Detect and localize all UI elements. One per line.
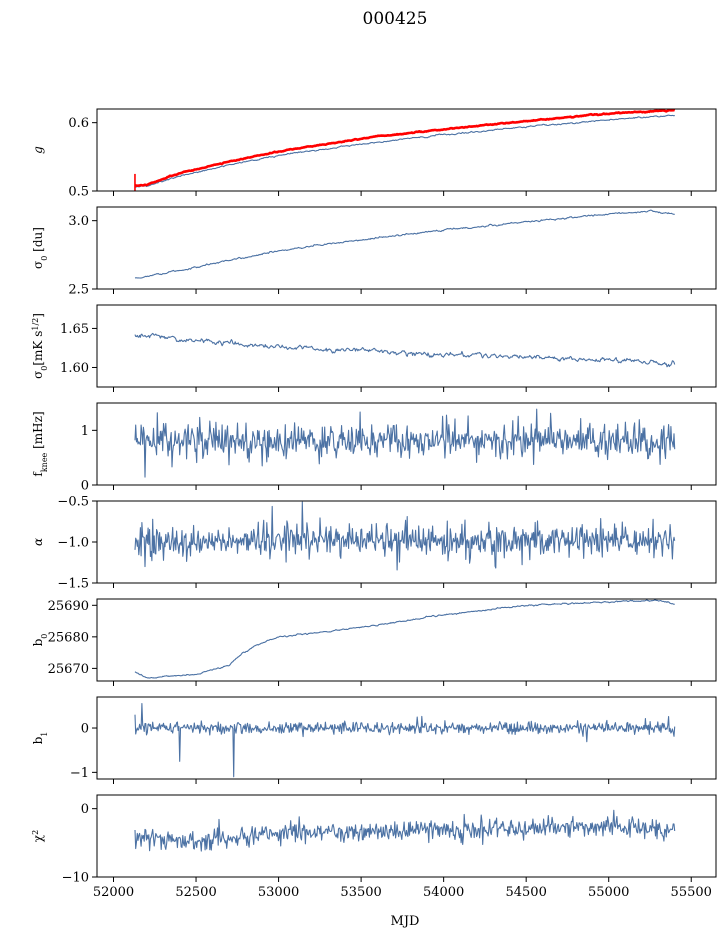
y-tick-label: 1: [81, 424, 89, 439]
y-tick-label: 1.60: [60, 361, 89, 376]
panel-4: 0 1 fknee [mHz]: [31, 402, 717, 494]
panel-1: 0.5 0.6 g: [31, 108, 717, 200]
x-tick-label: 54000: [423, 885, 464, 900]
x-tick-label: 52500: [175, 885, 216, 900]
x-tick-label: 53000: [258, 885, 299, 900]
y-tick-label: −1: [70, 766, 89, 781]
x-axis-label: MJD: [391, 914, 420, 929]
y-tick-label: 25670: [48, 662, 89, 677]
axes-frame: [96, 108, 717, 192]
panel-6: 25670 25680 25690 b0: [31, 598, 717, 686]
panels-group: 0.5 0.6 g 2.5 3.0 σ0 [du] 1.60 1.65 σ0[mK s1/2] 0…: [31, 108, 717, 900]
y-axis-label: σ0[mK s1/2]: [31, 313, 49, 379]
series-line-1: [134, 332, 676, 368]
x-tick-label: 55500: [671, 885, 712, 900]
y-tick-label: 25680: [48, 630, 89, 645]
y-tick-label: 1.65: [60, 322, 89, 337]
series-line-1: [134, 599, 675, 679]
series-line-1: [134, 809, 676, 852]
x-tick-label: 54500: [505, 885, 546, 900]
panel-2: 2.5 3.0 σ0 [du]: [31, 206, 717, 298]
y-axis-label: g: [31, 146, 45, 154]
y-axis-label: b0: [31, 634, 49, 647]
series-line-1: [135, 114, 676, 188]
panel-3: 1.60 1.65 σ0[mK s1/2]: [31, 304, 717, 392]
series-line-2: [134, 109, 676, 187]
axes-frame: [96, 402, 717, 486]
series-line-1: [134, 408, 676, 478]
series-line-1: [134, 209, 675, 279]
panel-5: −1.5 −1.0 −0.5 α: [31, 495, 717, 592]
figure-title: 000425: [363, 9, 428, 29]
y-tick-label: 0.5: [68, 185, 89, 200]
x-tick-label: 53500: [340, 885, 381, 900]
axes-frame: [96, 794, 717, 878]
y-axis-label: σ0 [du]: [31, 227, 49, 269]
axes-frame: [96, 206, 717, 290]
x-tick-label: 55000: [588, 885, 629, 900]
y-axis-label: b1: [31, 732, 49, 745]
y-tick-label: 25690: [48, 599, 89, 614]
series-line-1: [134, 501, 676, 571]
y-tick-label: −10: [62, 871, 89, 886]
y-tick-label: −0.5: [57, 495, 89, 510]
axes-frame: [96, 696, 717, 780]
y-axis-label: fknee [mHz]: [31, 411, 49, 476]
y-tick-label: 2.5: [68, 283, 89, 298]
panel-8: −10 0 52000 52500 53000 53500 54000 54500 55000 5…: [31, 794, 717, 900]
y-axis-label: χ2: [31, 830, 46, 842]
series-line-1: [134, 703, 676, 778]
y-tick-label: −1.0: [57, 536, 89, 551]
axes-frame: [96, 598, 717, 682]
y-tick-label: 0.6: [68, 116, 89, 131]
y-tick-label: −1.5: [57, 577, 89, 592]
y-tick-label: 0: [81, 802, 89, 817]
y-tick-label: 0: [81, 479, 89, 494]
axes-frame: [96, 304, 717, 388]
y-tick-label: 0: [81, 722, 89, 737]
x-tick-label: 52000: [93, 885, 134, 900]
panel-7: −1 0 b1: [31, 696, 717, 784]
y-tick-label: 3.0: [68, 214, 89, 229]
y-axis-label: α: [31, 538, 45, 546]
